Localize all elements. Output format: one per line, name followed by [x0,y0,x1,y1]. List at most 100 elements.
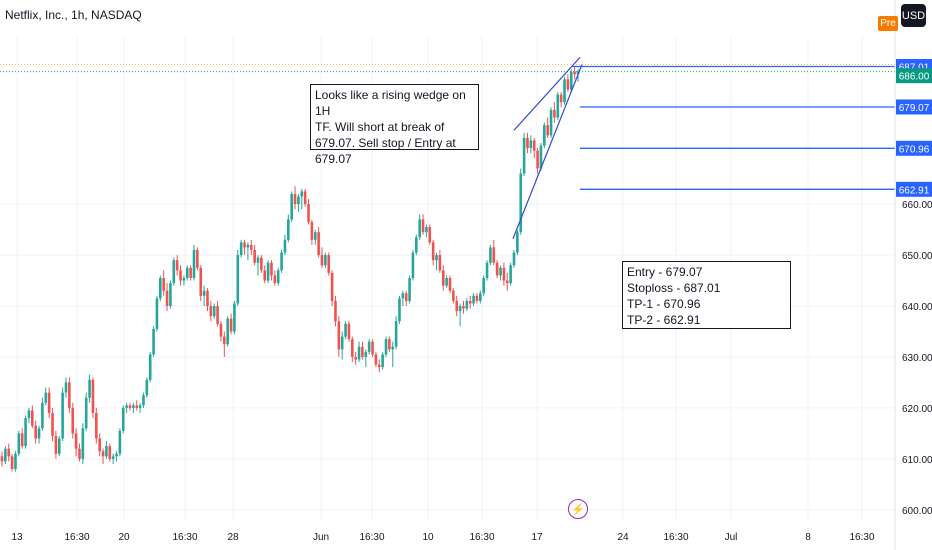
candle-body [495,262,499,276]
candle-body [290,193,293,220]
candle-body [226,318,229,345]
candle-body [175,260,179,271]
candle-body [452,290,455,301]
candle-body [546,125,549,136]
x-tick-label: Jul [725,532,738,543]
candle-body [209,306,213,317]
candle-body [479,293,482,301]
candle-body [145,379,149,396]
candle-body [196,249,199,268]
trade-plan-note[interactable]: Entry - 679.07 Stoploss - 687.01 TP-1 - … [622,261,791,329]
candle-body [115,453,118,457]
lightning-icon[interactable]: ⚡ [568,499,588,519]
candle-body [206,290,209,307]
candle-body [74,433,78,449]
x-tick-label: 13 [11,532,23,543]
candle-body [404,293,408,301]
candle-body [128,405,132,408]
x-tick-label: 16:30 [849,532,874,543]
candle-body [266,262,270,281]
candle-body [297,196,300,205]
candle-body [522,137,526,174]
candle-body [287,219,290,240]
candle-body [499,267,502,276]
candle-body [91,379,95,414]
candle-body [313,232,317,240]
candle-body [7,448,11,457]
x-tick-label: 16:30 [663,532,688,543]
candle-body [280,252,283,271]
candle-body [465,300,469,309]
candle-body [485,262,489,278]
candle-body [411,252,415,278]
candle-body [256,257,260,263]
candle-body [320,255,324,266]
candle-body [519,173,523,233]
candle-body [125,405,128,408]
time-axis[interactable]: 13 16:30 20 16:30 28 Jun 16:30 10 16:30 17 24 16:30… [11,532,875,543]
candle-body [169,283,172,307]
candle-body [152,328,155,355]
candle-body [377,364,381,368]
candle-body [475,295,479,301]
candle-body [415,237,418,253]
candle-body [31,410,34,426]
candle-body [246,244,250,248]
candle-body [357,346,361,360]
candle-body [364,351,368,357]
candle-body [458,306,462,312]
candle-body [334,300,337,322]
candle-body [445,278,448,286]
candle-body [340,336,344,350]
candle-body [51,413,54,436]
candle-body [401,293,405,299]
premarket-badge[interactable]: Pre [878,16,898,31]
candle-body [216,306,219,324]
candle-body [566,79,570,90]
price-axis[interactable]: 600.00 610.00 620.00 630.00 640.00 650.00 660.… [894,0,932,550]
candle-body [263,270,267,281]
candle-body [448,278,452,291]
candle-body [121,407,125,431]
candle-body [44,392,48,403]
x-tick-label: 16:30 [64,532,89,543]
candle-body [71,407,75,434]
candle-body [344,323,347,337]
candle-body [236,255,240,304]
candle-body [4,448,7,462]
candle-body [17,433,21,454]
x-tick-label: 20 [118,532,130,543]
candle-body [199,267,203,296]
candle-body [283,239,287,253]
candle-body [324,255,327,266]
candle-body [428,227,432,243]
candle-body [88,379,91,398]
rising-wedge-lines[interactable] [512,56,583,239]
wedge-upper-line [513,56,581,131]
y-tick-label: 610.00 [902,455,932,466]
candle-body [441,270,445,286]
candle-body [108,446,112,459]
candle-body [556,94,560,118]
candle-body [118,430,122,454]
currency-button[interactable]: USD [901,4,926,27]
candle-body [135,405,139,408]
candle-body [462,306,465,309]
x-tick-label: 16:30 [359,532,384,543]
wedge-note[interactable]: Looks like a rising wedge on 1H TF. Will… [310,84,479,166]
candle-body [398,298,401,322]
chart-title: Netflix, Inc., 1h, NASDAQ [5,8,142,22]
candle-body [64,382,68,393]
y-tick-label: 630.00 [902,353,932,364]
candle-body [105,446,108,457]
candle-body [526,137,529,149]
x-tick-label: 24 [617,532,629,543]
candle-body [148,354,152,380]
candle-body [374,354,378,365]
candle-body [367,341,371,352]
candle-body [192,249,196,278]
candle-body [101,451,105,457]
horizontal-levels[interactable]: 687.01 679.07 670.96 662.91 686.00 [571,59,932,197]
candle-body [569,71,573,90]
